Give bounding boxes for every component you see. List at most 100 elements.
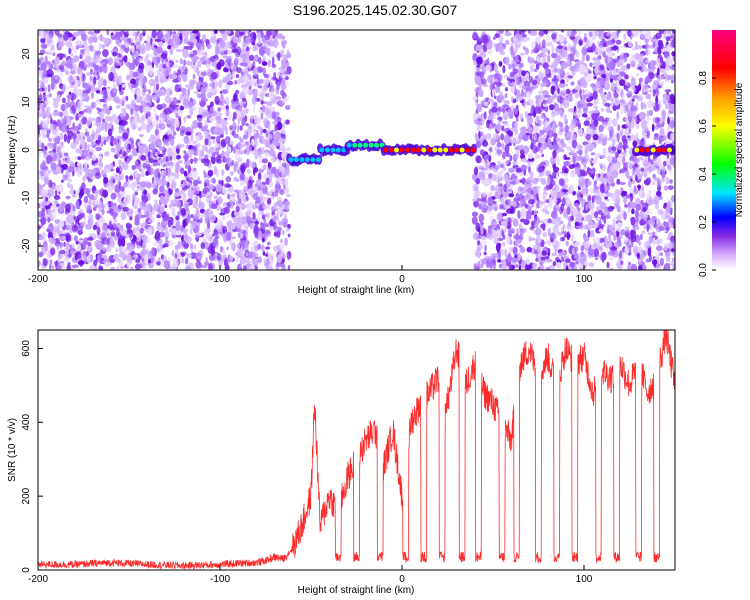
heatmap-noise-cell	[284, 96, 290, 102]
heatmap-noise-cell	[63, 152, 69, 157]
heatmap-noise-cell	[266, 167, 270, 175]
heatmap-noise-cell	[262, 129, 267, 133]
heatmap-noise-cell	[256, 77, 260, 84]
heatmap-noise-cell	[240, 228, 244, 233]
heatmap-noise-cell	[167, 45, 172, 50]
heatmap-noise-cell	[204, 182, 207, 189]
heatmap-noise-cell	[261, 244, 265, 253]
heatmap-noise-cell	[148, 90, 151, 95]
heatmap-noise-cell	[121, 30, 125, 34]
heatmap-noise-cell	[123, 55, 128, 63]
heatmap-noise-cell	[606, 229, 611, 234]
heatmap-noise-cell	[218, 79, 223, 89]
heatmap-noise-cell	[664, 175, 669, 183]
heatmap-noise-cell	[275, 35, 278, 44]
heatmap-noise-cell	[72, 264, 79, 269]
heatmap-noise-cell	[115, 104, 121, 109]
heatmap-noise-cell	[82, 175, 86, 182]
heatmap-noise-cell	[198, 180, 202, 184]
heatmap-noise-cell	[80, 95, 84, 102]
heatmap-noise-cell	[669, 179, 673, 184]
heatmap-noise-cell	[593, 235, 596, 244]
heatmap-noise-cell	[526, 246, 532, 253]
heatmap-noise-cell	[108, 255, 112, 260]
heatmap-noise-cell	[61, 179, 64, 183]
heatmap-noise-cell	[91, 83, 96, 93]
heatmap-noise-cell	[125, 95, 129, 101]
heatmap-noise-cell	[64, 102, 69, 109]
heatmap-noise-cell	[283, 214, 287, 220]
heatmap-noise-cell	[104, 120, 108, 127]
heatmap-noise-cell	[588, 70, 592, 74]
heatmap-noise-cell	[604, 134, 608, 144]
heatmap-noise-cell	[278, 100, 284, 106]
heatmap-noise-cell	[160, 52, 168, 60]
heatmap-noise-cell	[77, 260, 85, 266]
heatmap-noise-cell	[162, 244, 166, 249]
heatmap-noise-cell	[150, 151, 154, 159]
heatmap-noise-cell	[91, 101, 94, 110]
heatmap-noise-cell	[47, 49, 55, 55]
heatmap-noise-cell	[258, 168, 265, 173]
heatmap-noise-cell	[155, 115, 159, 121]
heatmap-noise-cell	[156, 261, 161, 266]
heatmap-noise-cell	[154, 199, 158, 204]
heatmap-noise-cell	[99, 65, 103, 73]
heatmap-noise-cell	[257, 85, 263, 89]
heatmap-noise-cell	[645, 117, 652, 121]
heatmap-noise-cell	[72, 205, 76, 212]
heatmap-noise-cell	[542, 181, 546, 186]
heatmap-noise-cell	[667, 185, 674, 191]
heatmap-noise-cell	[578, 149, 583, 156]
heatmap-noise-cell	[244, 240, 249, 249]
heatmap-noise-cell	[186, 253, 193, 259]
heatmap-noise-cell	[137, 210, 142, 220]
heatmap-noise-cell	[263, 257, 268, 265]
heatmap-noise-cell	[205, 257, 208, 263]
heatmap-noise-cell	[232, 36, 239, 44]
heatmap-noise-cell	[134, 170, 139, 178]
heatmap-noise-cell	[224, 83, 231, 91]
heatmap-noise-cell	[179, 129, 185, 137]
heatmap-noise-cell	[284, 218, 289, 225]
heatmap-noise-cell	[163, 60, 166, 65]
heatmap-noise-cell	[150, 141, 157, 150]
heatmap-noise-cell	[196, 143, 201, 148]
heatmap-noise-cell	[237, 124, 240, 133]
heatmap-noise-cell	[126, 227, 131, 235]
heatmap-noise-cell	[66, 135, 71, 144]
heatmap-noise-cell	[589, 62, 593, 68]
heatmap-noise-cell	[200, 86, 207, 95]
heatmap-noise-cell	[193, 140, 197, 144]
heatmap-noise-cell	[120, 186, 125, 192]
heatmap-noise-cell	[520, 264, 524, 270]
heatmap-noise-cell	[115, 167, 120, 174]
heatmap-noise-cell	[215, 154, 222, 163]
heatmap-noise-cell	[215, 47, 220, 56]
heatmap-noise-cell	[287, 233, 291, 238]
heatmap-noise-cell	[122, 161, 129, 171]
heatmap-noise-cell	[265, 230, 271, 235]
heatmap-noise-cell	[222, 250, 226, 256]
heatmap-noise-cell	[565, 240, 569, 247]
heatmap-noise-cell	[165, 194, 170, 203]
heatmap-noise-cell	[595, 195, 602, 205]
heatmap-noise-cell	[183, 37, 189, 44]
heatmap-noise-cell	[239, 62, 243, 66]
heatmap-noise-cell	[473, 263, 478, 270]
heatmap-noise-cell	[72, 56, 77, 65]
heatmap-noise-cell	[134, 31, 138, 40]
heatmap-noise-cell	[101, 44, 106, 48]
heatmap-noise-cell	[631, 180, 636, 184]
heatmap-noise-cell	[175, 48, 182, 53]
heatmap-noise-cell	[90, 218, 95, 226]
heatmap-noise-cell	[100, 142, 104, 148]
heatmap-noise-cell	[279, 180, 285, 184]
heatmap-noise-cell	[72, 64, 77, 71]
heatmap-noise-cell	[657, 209, 664, 215]
heatmap-noise-cell	[276, 81, 281, 91]
heatmap-noise-cell	[56, 94, 61, 103]
heatmap-noise-cell	[139, 173, 146, 178]
heatmap-noise-cell	[226, 231, 232, 241]
heatmap-noise-cell	[239, 104, 242, 113]
